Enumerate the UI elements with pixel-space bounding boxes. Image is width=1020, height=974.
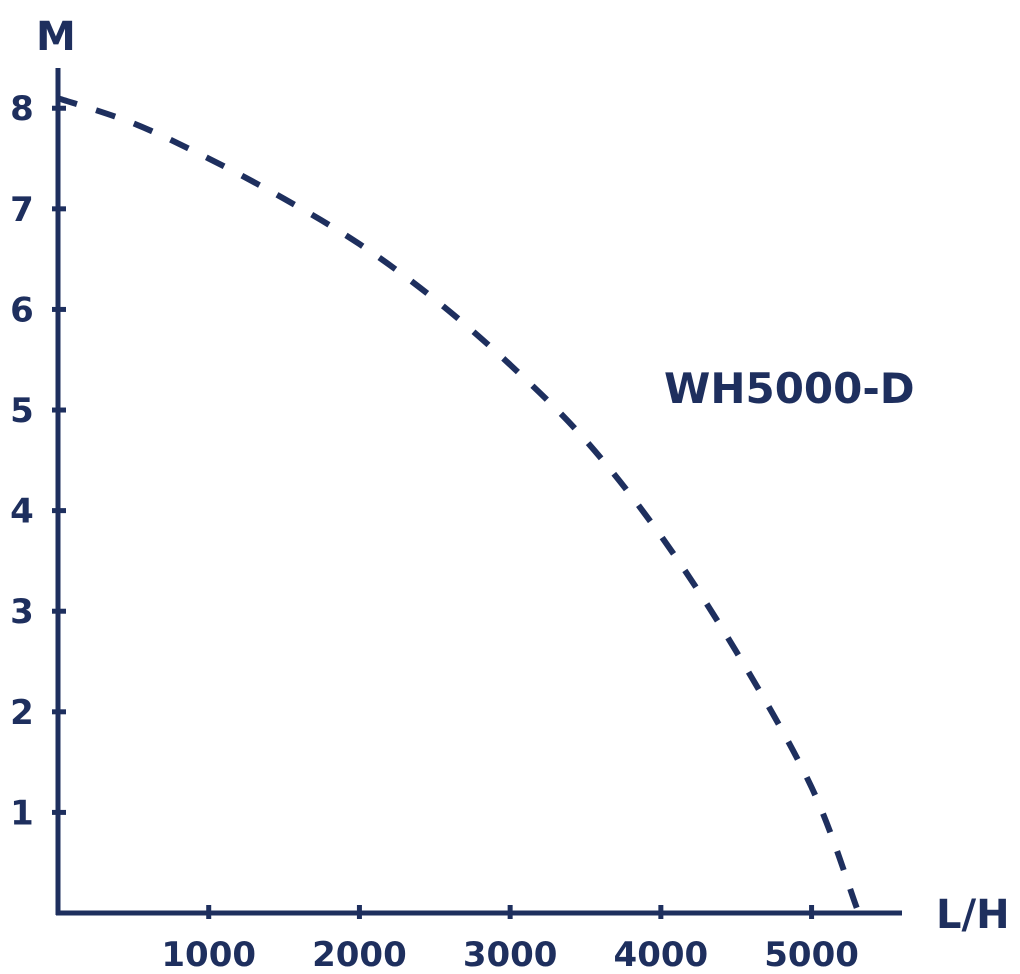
x-tick-label-1000: 1000 — [161, 935, 256, 974]
series-label: WH5000-D — [664, 364, 915, 413]
y-tick-label-8: 8 — [10, 89, 34, 129]
y-tick-label-5: 5 — [10, 391, 34, 431]
y-axis-label: M — [36, 14, 76, 60]
x-tick-label-5000: 5000 — [764, 935, 859, 974]
x-tick-label-4000: 4000 — [614, 935, 709, 974]
x-tick-label-2000: 2000 — [312, 935, 407, 974]
y-tick-label-7: 7 — [10, 190, 34, 230]
x-axis-label: L/H — [936, 892, 1010, 938]
y-tick-label-1: 1 — [10, 793, 34, 833]
y-tick-label-6: 6 — [10, 290, 34, 330]
y-tick-label-4: 4 — [10, 492, 34, 532]
series-line-wh5000-d — [57, 95, 860, 910]
y-tick-label-2: 2 — [10, 693, 34, 733]
y-tick-label-3: 3 — [10, 592, 34, 632]
x-tick-label-3000: 3000 — [463, 935, 558, 974]
